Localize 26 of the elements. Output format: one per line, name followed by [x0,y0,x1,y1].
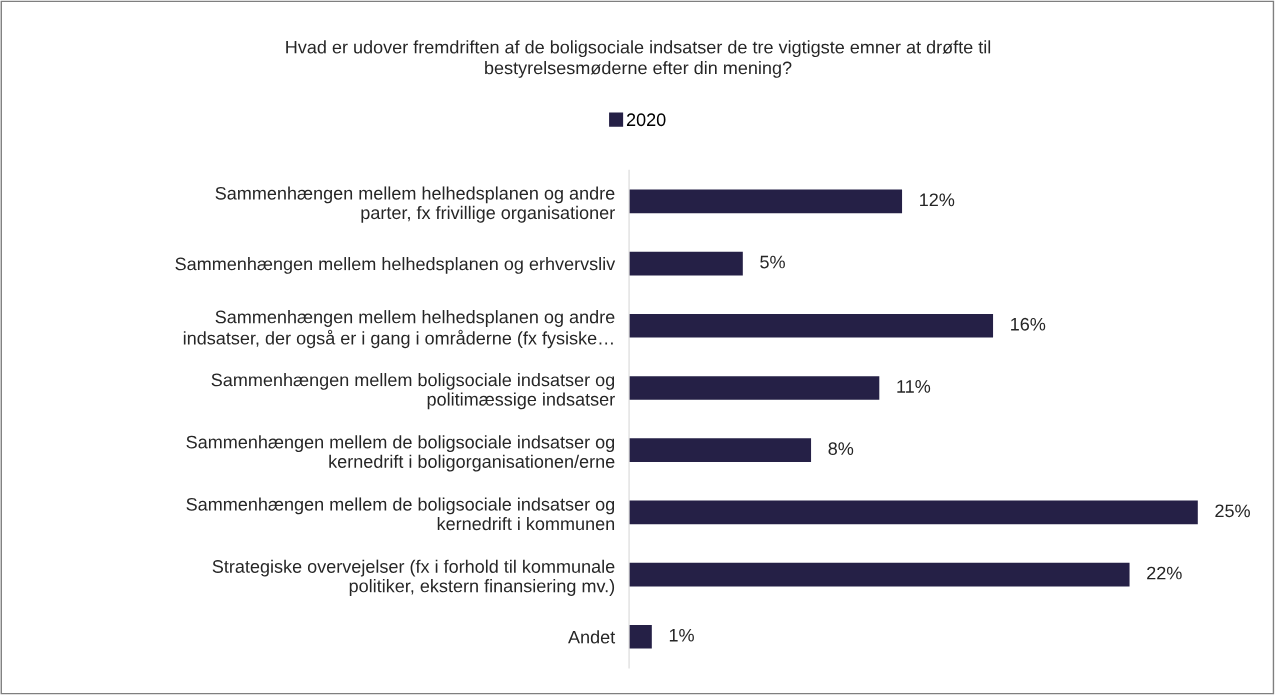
y-tick-label: Sammenhængen mellem de boligsociale indsatser og kernedrift i boligorganisationen/erne [186,435,615,472]
bar [629,624,652,649]
y-tick-label: Sammenhængen mellem boligsociale indsatser og politimæssige indsatser [211,373,615,410]
bar [629,376,880,400]
data-label: 16% [1011,317,1046,331]
data-label: 25% [1215,504,1250,518]
data-label: 11% [897,380,931,393]
data-label: 8% [828,442,854,456]
data-label: 1% [669,628,694,642]
bar [629,251,743,276]
y-tick-label: Sammenhængen mellem helhedsplanen og andre parter, fx frivillige organisationer [215,186,615,223]
bar [629,562,1130,587]
bar [629,189,903,214]
y-tick-label: Sammenhængen mellem helhedsplanen og erhvervsliv [175,257,616,274]
y-tick-label: Andet [568,630,616,644]
legend-label: 2020 [626,113,666,127]
y-tick-label: Sammenhængen mellem de boligsociale indsatser og kernedrift i kommunen [186,497,615,531]
data-label: 22% [1147,566,1182,580]
y-tick-label: Strategiske overvejelser (fx i forhold til kommunale politiker, ekstern finansiering mv.) [212,559,615,596]
data-label: 5% [760,255,785,269]
chart-title: Hvad er udover fremdriften af de boligsociale indsatser de tre vigtigste emner at drøfte til bestyrelsesmøderne efter din mening? [286,40,991,78]
data-label: 12% [920,193,955,207]
bar [629,500,1198,525]
bar [629,438,812,462]
bar [629,313,994,338]
y-tick-label: Sammenhængen mellem helhedsplanen og andre indsatser, der også er i gang i områderne (fx fysiske… [183,310,615,349]
